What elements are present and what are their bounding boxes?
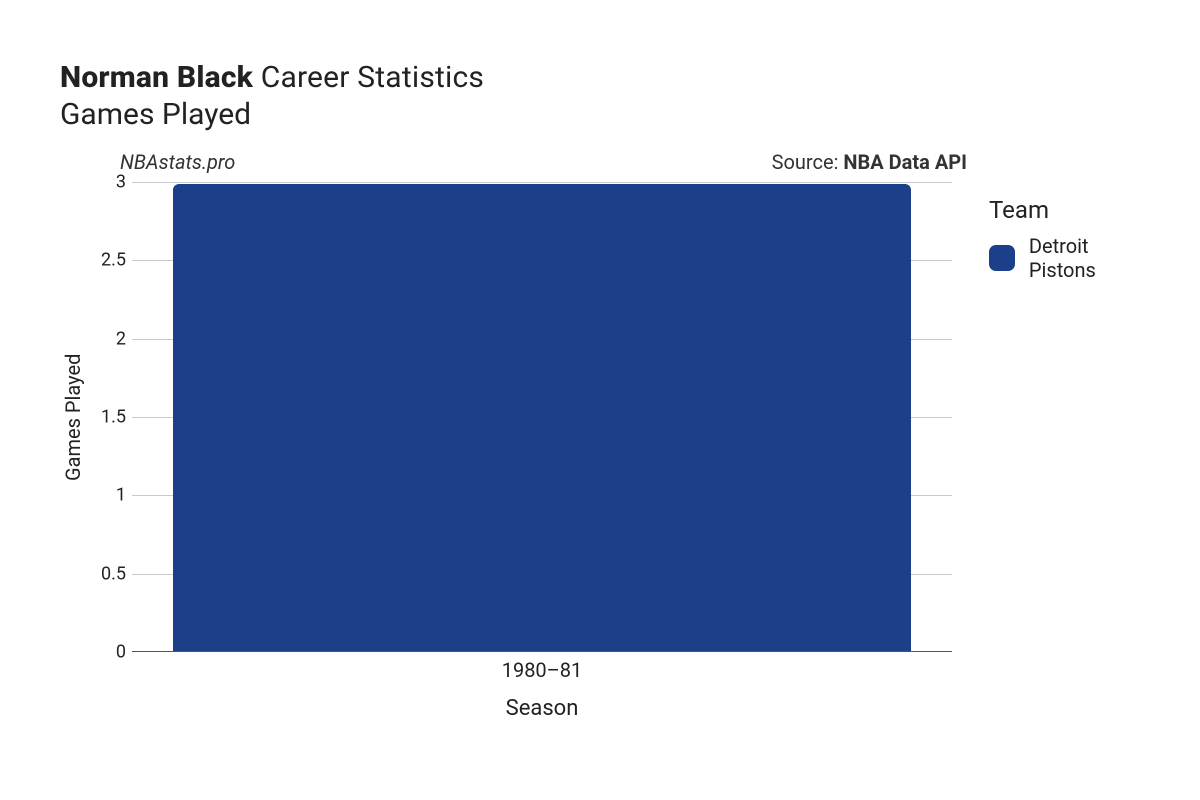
player-name: Norman Black — [60, 60, 253, 95]
y-tick-label: 1 — [116, 485, 126, 506]
y-tick-label: 0.5 — [101, 563, 126, 584]
y-tick-label: 2.5 — [101, 250, 126, 271]
x-tick-row: 1980–81 — [132, 652, 952, 682]
gridline — [132, 182, 952, 183]
title-line-2: Games Played — [60, 97, 1160, 132]
plot-area — [132, 182, 952, 652]
legend-items: Detroit Pistons — [989, 234, 1160, 282]
legend-title: Team — [989, 196, 1160, 224]
title-block: Norman Black Career Statistics Games Pla… — [60, 60, 1160, 132]
title-line-1: Norman Black Career Statistics — [60, 60, 1160, 95]
plot-wrap: Games Played 00.511.522.53 — [60, 182, 967, 652]
x-axis-title: Season — [132, 696, 952, 721]
y-tick-label: 3 — [116, 172, 126, 193]
source-prefix: Source: — [772, 150, 844, 174]
page-root: Norman Black Career Statistics Games Pla… — [0, 0, 1200, 800]
y-tick-column: 00.511.522.53 — [86, 182, 132, 652]
y-tick-label: 2 — [116, 328, 126, 349]
x-tick-label: 1980–81 — [502, 658, 583, 682]
y-tick-label: 0 — [116, 642, 126, 663]
chart-row: NBAstats.pro Source: NBA Data API Games … — [60, 150, 1160, 721]
y-tick-label: 1.5 — [101, 407, 126, 428]
y-axis-title: Games Played — [60, 182, 86, 652]
legend: Team Detroit Pistons — [989, 196, 1160, 282]
title-suffix: Career Statistics — [261, 60, 484, 95]
chart-block: NBAstats.pro Source: NBA Data API Games … — [60, 150, 967, 721]
source-credit: Source: NBA Data API — [772, 150, 967, 174]
legend-item-label: Detroit Pistons — [1029, 234, 1160, 282]
legend-swatch — [989, 245, 1015, 271]
site-credit: NBAstats.pro — [120, 150, 235, 174]
bar — [173, 184, 911, 651]
legend-item: Detroit Pistons — [989, 234, 1160, 282]
source-name: NBA Data API — [843, 150, 967, 174]
chart-topstrip: NBAstats.pro Source: NBA Data API — [60, 150, 967, 182]
